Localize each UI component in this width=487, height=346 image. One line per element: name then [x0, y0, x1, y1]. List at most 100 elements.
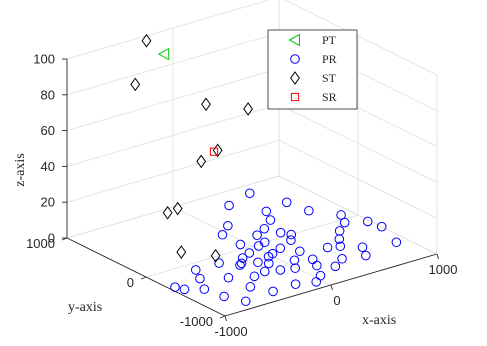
marker-pr [240, 296, 251, 307]
legend-label-sr: SR [322, 90, 337, 104]
marker-pr [286, 235, 296, 246]
marker-pr [219, 291, 229, 302]
y-tick [140, 276, 147, 280]
marker-pr [286, 229, 297, 240]
marker-pr [307, 254, 318, 265]
y-axis-label: y-axis [68, 300, 102, 315]
y-tick-label: -1000 [180, 314, 213, 329]
x-tick-label: 0 [333, 293, 340, 308]
marker-pr [223, 220, 233, 231]
marker-st [162, 205, 173, 220]
marker-pr [249, 271, 260, 282]
z-tick-label: 0 [48, 231, 55, 246]
marker-pr [235, 260, 245, 270]
legend-label-pt: PT [322, 33, 337, 47]
marker-pr [217, 229, 228, 240]
legend-marker-sr [290, 92, 300, 102]
marker-pr [268, 286, 278, 297]
marker-st [130, 77, 141, 92]
marker-pr [261, 206, 272, 217]
marker-st [141, 33, 152, 48]
grid-line [66, 68, 280, 131]
grid-line [278, 175, 438, 255]
marker-pr [315, 270, 326, 281]
z-tick-label: 40 [41, 159, 55, 174]
marker-pr [391, 237, 402, 248]
marker-pr [199, 284, 210, 294]
marker-pr [295, 246, 305, 257]
marker-pr [322, 242, 333, 253]
marker-pr [195, 273, 205, 284]
grid-line [66, 175, 280, 239]
x-tick [330, 284, 333, 291]
x-tick-label: 1000 [429, 262, 458, 277]
marker-pr [223, 272, 234, 283]
z-tick-label: 100 [33, 52, 55, 67]
z-axis-label: z-axis [13, 153, 28, 186]
legend-marker-st [290, 71, 300, 85]
x-axis-label: x-axis [362, 313, 396, 328]
marker-pr [179, 284, 190, 295]
legend: PT PR ST SR [267, 29, 358, 110]
marker-pr [361, 250, 371, 261]
x-tick [224, 315, 227, 322]
marker-pr [290, 279, 301, 289]
marker-pr [312, 260, 322, 271]
series-sr [209, 147, 219, 156]
marker-st [210, 248, 221, 263]
series-pt [157, 47, 170, 61]
marker-st [176, 245, 187, 259]
marker-pr [259, 223, 270, 234]
marker-pr [252, 230, 262, 240]
series-pr [170, 188, 402, 307]
marker-pr [237, 253, 248, 263]
legend-box [267, 29, 358, 110]
marker-pr [253, 257, 263, 268]
legend-marker-pt [288, 33, 300, 47]
legend-label-pr: PR [322, 52, 337, 66]
marker-pr [334, 226, 345, 236]
grid-line [66, 139, 280, 203]
marker-st [196, 154, 207, 169]
marker-pr [170, 282, 180, 292]
marker-pr [362, 216, 373, 227]
marker-pr [336, 210, 346, 220]
grid-line [66, 0, 270, 60]
marker-pr [224, 200, 234, 211]
grid-line [278, 104, 438, 183]
marker-pr [265, 215, 276, 225]
marker-st [201, 97, 211, 112]
marker-pr [337, 253, 347, 264]
marker-pr [289, 255, 300, 266]
y-tick [219, 315, 226, 319]
data-markers [130, 33, 402, 307]
marker-pr [275, 265, 286, 275]
marker-pr [290, 263, 300, 273]
grid-line [145, 214, 359, 278]
marker-pr [281, 197, 292, 208]
legend-marker-pr [290, 54, 300, 64]
x-tick [436, 253, 439, 260]
z-tick-label: 80 [41, 87, 55, 102]
marker-pr [236, 258, 247, 269]
grid-line [284, 0, 438, 76]
z-tick-label: 20 [41, 195, 55, 210]
marker-pr [214, 258, 224, 268]
marker-pr [335, 241, 346, 252]
marker-pr [190, 265, 201, 275]
marker-pr [275, 243, 286, 254]
series-st [130, 33, 253, 263]
marker-pr [245, 282, 256, 292]
marker-sr [209, 147, 219, 156]
y-tick-label: 1000 [26, 236, 55, 251]
grid-line [66, 104, 280, 167]
grid-line [278, 139, 438, 219]
marker-pr [304, 205, 314, 216]
marker-pr [244, 248, 255, 258]
marker-pr [267, 248, 278, 259]
marker-pr [311, 277, 322, 287]
marker-pr [339, 217, 350, 228]
y-tick-label: 0 [127, 275, 134, 290]
